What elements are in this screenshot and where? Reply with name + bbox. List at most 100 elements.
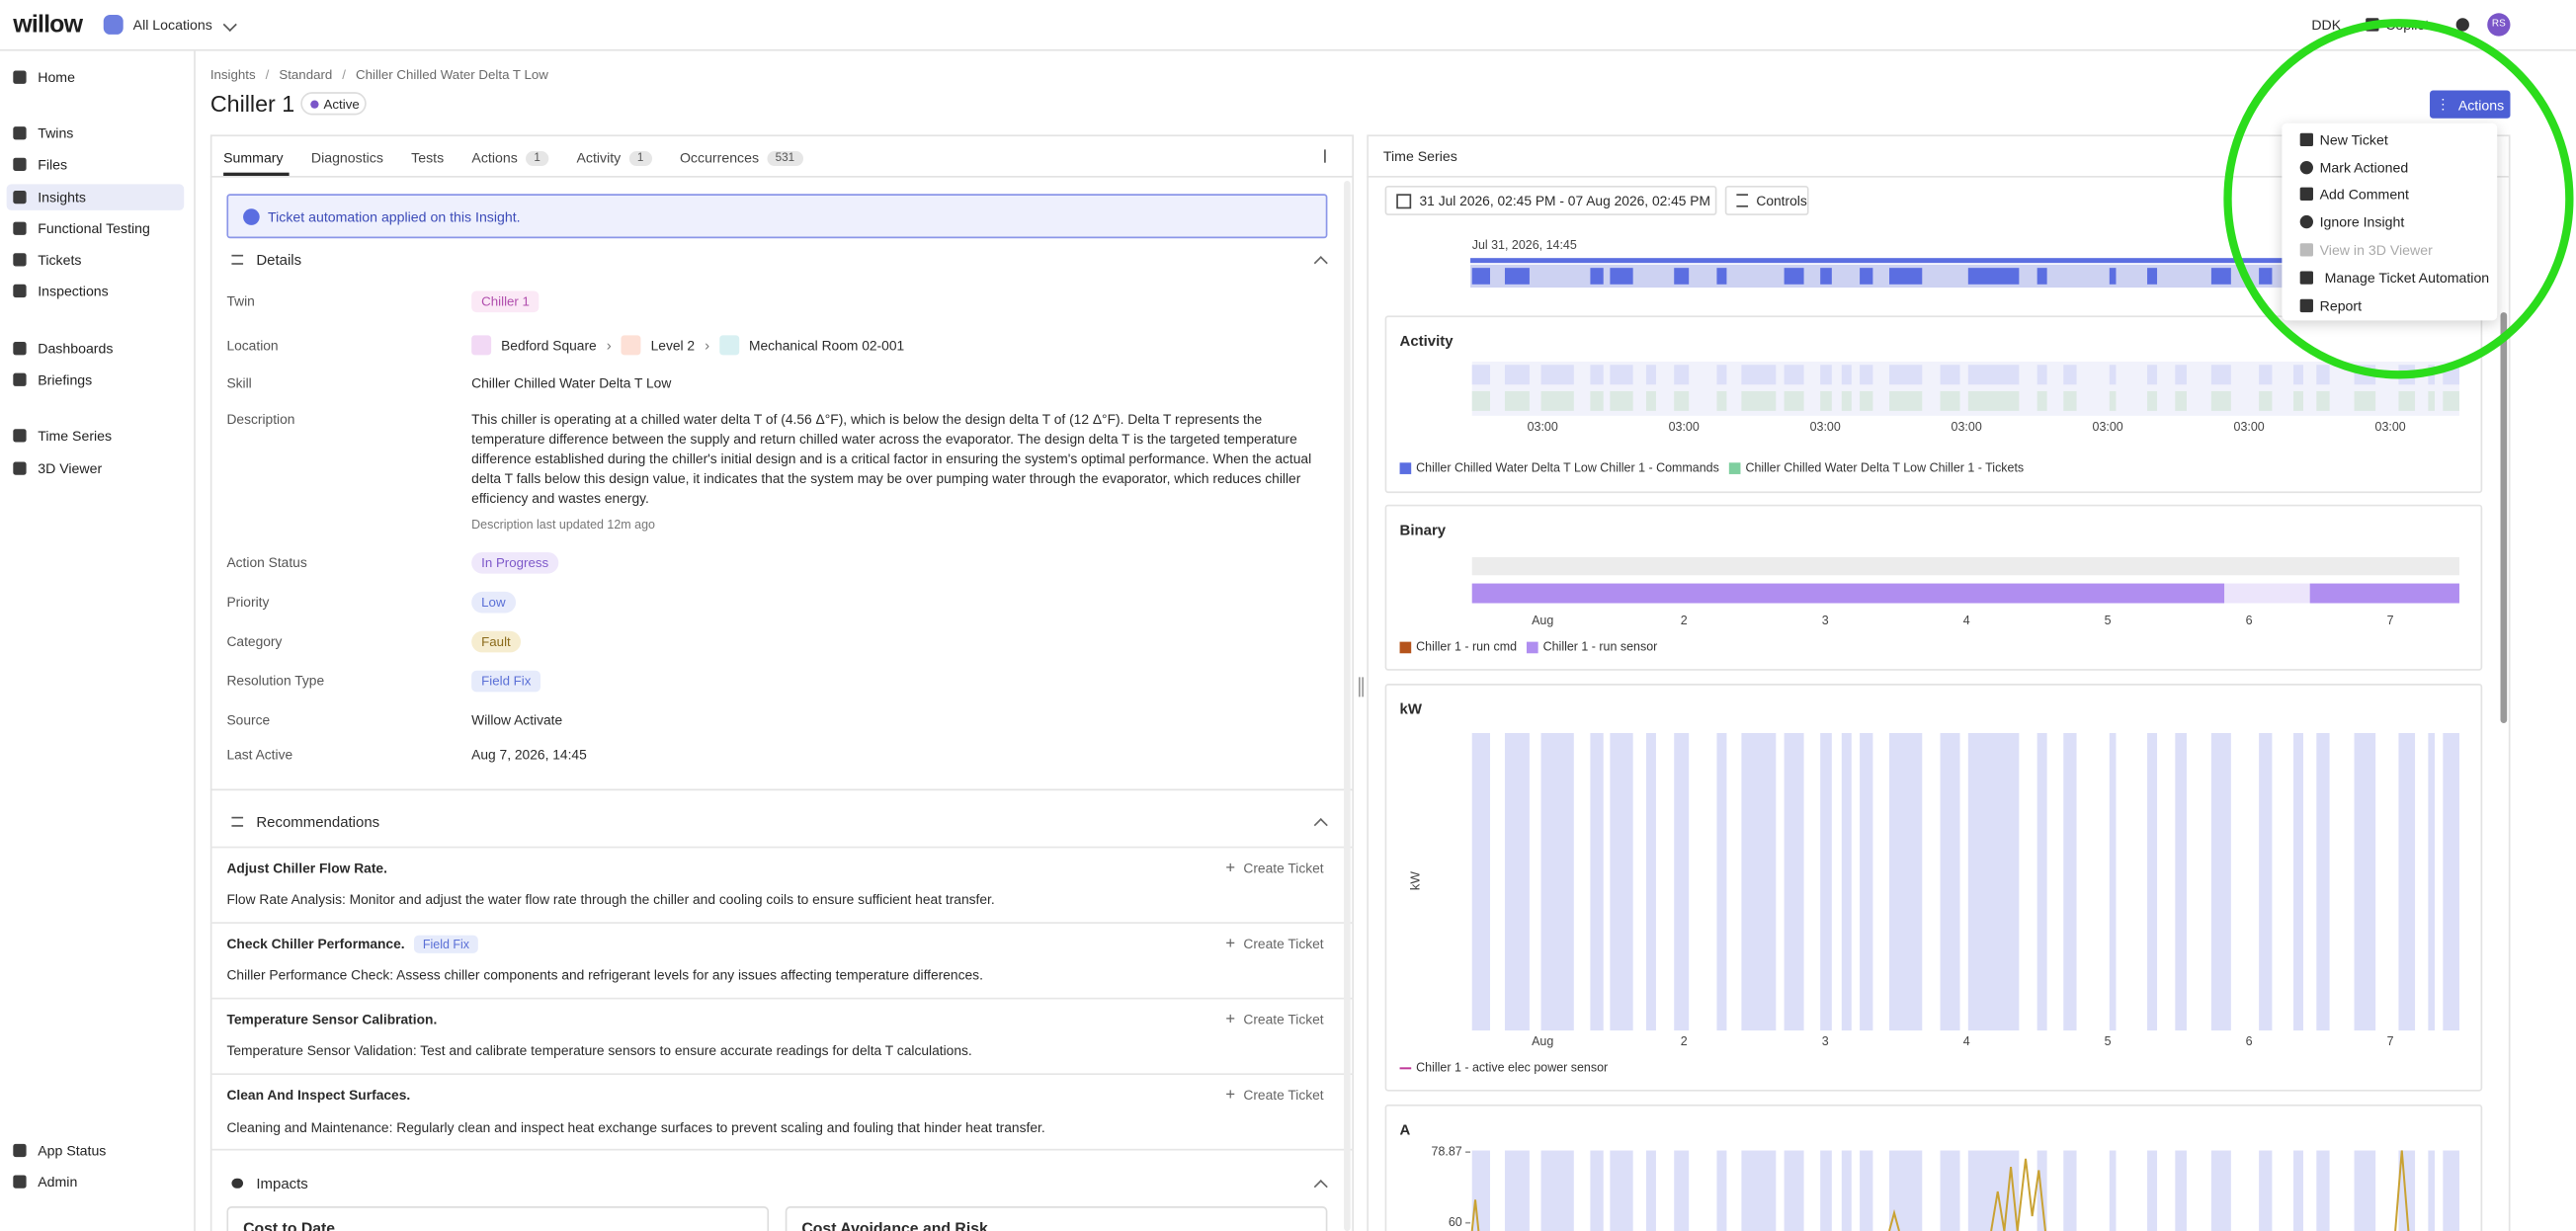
tab-label: Diagnostics — [310, 149, 383, 167]
path-chevron: › — [705, 337, 710, 354]
tab[interactable]: Activity 1 — [576, 141, 652, 174]
menu-item[interactable]: New Ticket — [2319, 131, 2388, 148]
breadcrumb-item[interactable]: Chiller Chilled Water Delta T Low — [355, 67, 548, 83]
menu-item[interactable]: Report — [2319, 297, 2363, 314]
menu-item[interactable]: Manage Ticket Automation — [2324, 269, 2490, 287]
location-item[interactable]: Mechanical Room 02-001 — [748, 337, 905, 354]
activity-band — [1504, 365, 1530, 385]
tabs-border — [209, 176, 1355, 178]
tab[interactable]: Summary — [223, 141, 290, 177]
tab[interactable]: Tests — [411, 141, 444, 174]
tab[interactable]: Actions 1 — [471, 141, 549, 174]
x-tick-label: 4 — [1963, 614, 1970, 627]
kw-band — [2175, 732, 2187, 1031]
detail-label: Description — [226, 410, 295, 428]
overview-segment — [2210, 268, 2231, 285]
menu-item[interactable]: Ignore Insight — [2319, 213, 2405, 230]
kw-band — [2443, 732, 2459, 1031]
chart-panel — [1384, 315, 2483, 494]
location-item[interactable]: Level 2 — [650, 337, 696, 354]
overview-segment — [1471, 268, 1491, 285]
badge-wrap: Chiller 1 — [471, 289, 964, 312]
status-badge: Active — [300, 92, 367, 116]
activity-band — [1820, 365, 1832, 385]
detail-label: Resolution Type — [226, 672, 325, 690]
kw-band — [1967, 732, 2020, 1031]
separator — [209, 1148, 1355, 1151]
info-icon — [243, 208, 260, 225]
activity-band — [1645, 365, 1656, 385]
breadcrumb-item[interactable]: Insights — [209, 67, 256, 83]
rec-tag: Field Fix — [414, 934, 478, 953]
nav-item[interactable]: Home — [38, 68, 75, 86]
nav-item[interactable]: Files — [38, 156, 68, 173]
user-code[interactable]: DDK — [2311, 16, 2342, 34]
menu-icon — [2299, 214, 2313, 229]
activity-band — [1741, 390, 1777, 411]
menu-icon — [2299, 161, 2313, 175]
create-ticket[interactable]: + Create Ticket — [1225, 857, 1330, 879]
breadcrumb-item[interactable]: Standard — [279, 67, 333, 83]
create-ticket[interactable]: + Create Ticket — [1225, 1008, 1330, 1030]
tab[interactable]: Diagnostics — [311, 141, 383, 174]
actions-menu: New Ticket Mark Actioned Add Comment Ignore… — [2282, 123, 2498, 321]
ts-heading: Time Series — [1382, 147, 1457, 165]
activity-band — [1940, 390, 1960, 411]
activity-band — [1784, 365, 1804, 385]
nav-item[interactable]: App Status — [38, 1142, 107, 1159]
badge[interactable]: Chiller 1 — [471, 289, 540, 312]
plus: + — [1225, 934, 1236, 953]
menu-item[interactable]: Mark Actioned — [2319, 159, 2409, 177]
tab-count: 531 — [767, 150, 803, 166]
x-tick-label: 7 — [2387, 614, 2394, 627]
breadcrumb: Insights / Standard / Chiller Chilled Water … — [210, 67, 868, 85]
nav-item[interactable]: Twins — [38, 124, 74, 142]
nav-item[interactable]: Dashboards — [38, 340, 114, 357]
rec-title: Check Chiller Performance. — [226, 935, 405, 952]
create-ticket[interactable]: + Create Ticket — [1225, 1083, 1330, 1106]
nav-item[interactable]: Briefings — [38, 370, 93, 388]
collapse-icon[interactable] — [1324, 149, 1337, 163]
actions-label: Actions — [2457, 96, 2505, 113]
tab[interactable]: Occurrences 531 — [680, 141, 803, 174]
kw-band — [2063, 732, 2077, 1031]
nav-item[interactable]: Time Series — [38, 427, 113, 445]
controls-button[interactable]: Controls — [1724, 185, 1809, 215]
menu-icon — [2299, 187, 2313, 201]
location-item[interactable]: Bedford Square — [501, 337, 597, 354]
nav-item[interactable]: Tickets — [38, 251, 82, 269]
logo[interactable]: willow — [13, 10, 83, 40]
kw-band — [2398, 732, 2416, 1031]
status-text: Active — [323, 96, 360, 112]
nav-item[interactable]: Inspections — [38, 283, 109, 299]
nav-item[interactable]: Insights — [38, 189, 86, 205]
nav-item[interactable]: Admin — [38, 1173, 78, 1190]
activity-band — [2063, 365, 2077, 385]
menu-item[interactable]: Add Comment — [2319, 185, 2409, 203]
section-heading: Details — [256, 251, 302, 269]
nav-item[interactable]: 3D Viewer — [38, 459, 103, 477]
activity-band — [1674, 390, 1690, 411]
activity-band — [1540, 390, 1574, 411]
detail-label: Source — [226, 711, 271, 728]
icon — [13, 253, 27, 267]
avatar[interactable]: RS — [2487, 13, 2511, 37]
icon — [13, 70, 27, 84]
date-range[interactable]: 31 Jul 2026, 02:45 PM - 07 Aug 2026, 02:… — [1384, 185, 1717, 215]
activity-band — [2443, 390, 2459, 411]
a-band — [1716, 1150, 1727, 1231]
resize-handle[interactable] — [1358, 677, 1364, 698]
actions-button[interactable]: ⋮ Actions — [2430, 90, 2511, 119]
activity-band — [1674, 365, 1690, 385]
tab-label: Actions — [471, 149, 518, 167]
activity-band — [2109, 390, 2117, 411]
location-picker[interactable]: All Locations — [132, 16, 212, 34]
activity-band — [2175, 365, 2187, 385]
nav-item[interactable]: Functional Testing — [38, 219, 150, 237]
kw-band — [2428, 732, 2436, 1031]
create-ticket[interactable]: + Create Ticket — [1225, 932, 1330, 954]
kw-band — [1889, 732, 1923, 1031]
overview-segment — [2147, 268, 2158, 285]
